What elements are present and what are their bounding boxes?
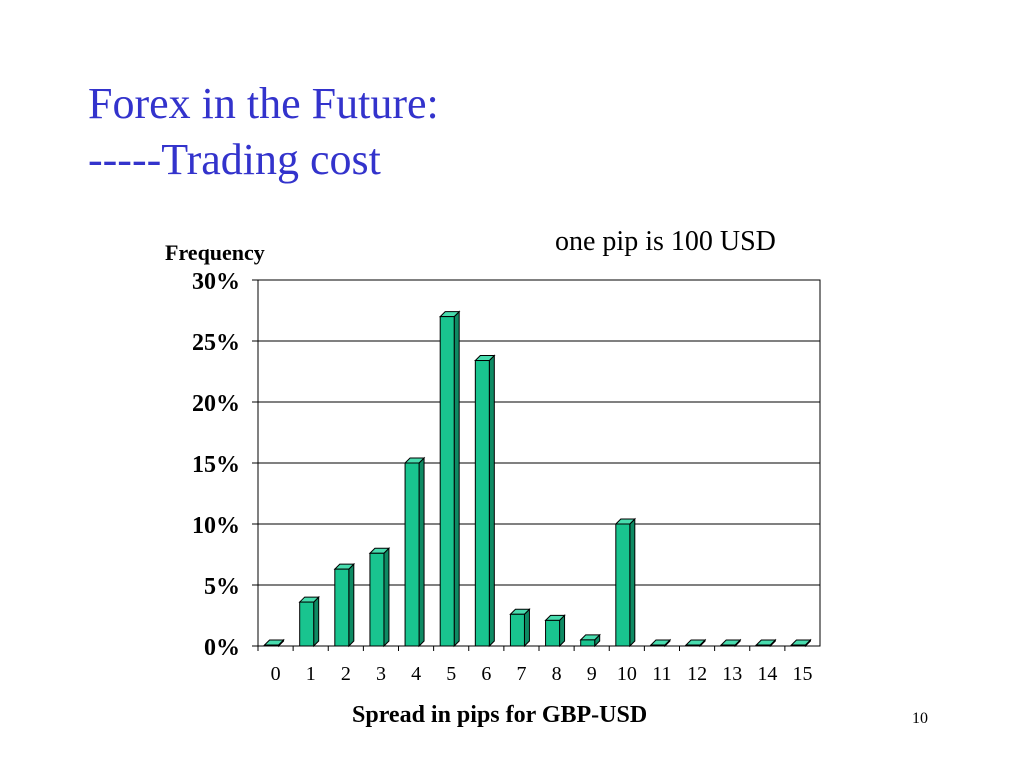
bar <box>580 639 596 647</box>
x-tick-label: 8 <box>552 663 562 685</box>
bar <box>509 613 525 647</box>
bar <box>334 568 350 647</box>
x-tick-label: 13 <box>722 663 742 685</box>
x-tick-label: 11 <box>652 663 671 685</box>
x-axis-label: Spread in pips for GBP-USD <box>352 702 648 728</box>
bar <box>545 619 561 647</box>
y-tick-label: 25% <box>192 330 240 356</box>
x-tick-label: 1 <box>306 663 316 685</box>
x-tick-label: 5 <box>446 663 456 685</box>
y-tick-label: 20% <box>192 391 240 417</box>
bar-side <box>313 595 320 648</box>
bar-side <box>453 310 460 648</box>
x-tick-label: 9 <box>587 663 597 685</box>
bar <box>404 462 420 647</box>
y-tick-label: 5% <box>204 574 240 600</box>
y-tick-label: 10% <box>192 513 240 539</box>
bar <box>369 552 385 647</box>
y-axis-label: Frequency <box>165 240 265 265</box>
bar <box>685 644 701 647</box>
bar <box>615 523 631 647</box>
x-tick-label: 4 <box>411 663 421 685</box>
y-tick-label: 30% <box>192 269 240 295</box>
bar <box>790 644 806 647</box>
x-tick-label: 15 <box>792 663 812 685</box>
bar-side <box>523 608 530 648</box>
slide-title-line-1: Forex in the Future: <box>88 79 439 128</box>
slide-title: Forex in the Future: -----Trading cost <box>88 76 439 188</box>
bar <box>264 644 280 647</box>
bar-side <box>348 562 355 648</box>
page-number: 10 <box>912 710 928 727</box>
bar-side <box>488 354 495 648</box>
bar-side <box>629 517 636 648</box>
x-tick-label: 6 <box>481 663 491 685</box>
x-tick-label: 2 <box>341 663 351 685</box>
x-tick-label: 14 <box>757 663 777 685</box>
bar-side <box>383 547 390 648</box>
bar <box>755 644 771 647</box>
x-tick-label: 7 <box>516 663 526 685</box>
y-tick-label: 15% <box>192 452 240 478</box>
bar <box>439 316 455 647</box>
y-tick-label: 0% <box>204 635 240 661</box>
x-tick-label: 12 <box>687 663 707 685</box>
bar <box>474 360 490 647</box>
x-tick-label: 0 <box>271 663 281 685</box>
bar <box>720 644 736 647</box>
bar <box>299 601 315 647</box>
bar-side <box>418 456 425 648</box>
x-tick-label: 10 <box>617 663 637 685</box>
chart-annotation: one pip is 100 USD <box>555 226 776 257</box>
slide-title-line-2: -----Trading cost <box>88 135 381 184</box>
bar <box>650 644 666 647</box>
x-tick-label: 3 <box>376 663 386 685</box>
